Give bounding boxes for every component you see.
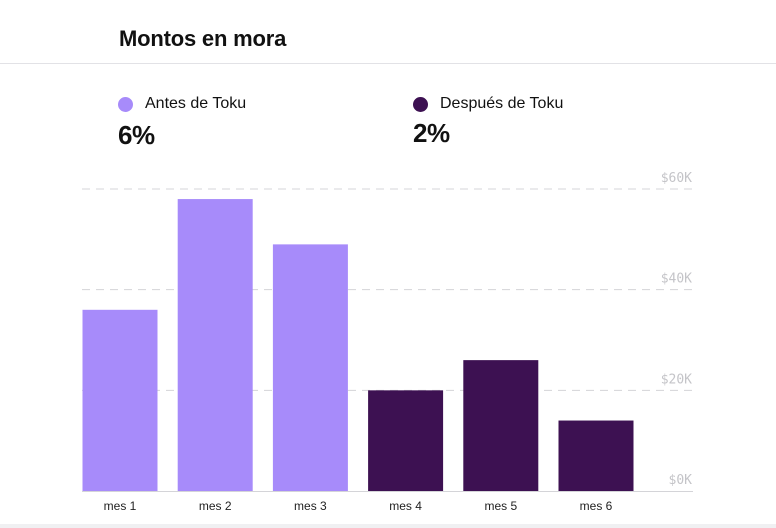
legend-item-after: Después de Toku 2%	[413, 95, 563, 149]
y-tick-label: $20K	[661, 372, 692, 387]
legend-dot-after	[413, 96, 428, 112]
legend-label-after: Después de Toku	[440, 95, 564, 112]
y-tick-label: $0K	[669, 473, 693, 488]
bar	[463, 360, 539, 491]
bar	[558, 420, 634, 491]
legend-value-before: 6%	[118, 120, 155, 150]
legend-item-before: Antes de Toku 6%	[118, 95, 246, 151]
bar	[177, 199, 253, 492]
x-tick-label: mes 6	[580, 499, 613, 513]
x-tick-label: mes 5	[484, 499, 517, 513]
x-tick-label: mes 3	[294, 499, 327, 513]
x-tick-label: mes 2	[199, 499, 232, 513]
legend-value-after: 2%	[413, 118, 450, 148]
x-tick-label: mes 1	[104, 499, 137, 513]
chart-title: Montos en mora	[119, 26, 287, 51]
bar	[272, 244, 348, 491]
x-tick-label: mes 4	[389, 499, 422, 513]
bar	[368, 390, 444, 491]
chart-header: Montos en mora	[0, 0, 776, 64]
bar	[82, 309, 158, 491]
legend-dot-before	[118, 96, 133, 112]
footer-divider	[0, 524, 776, 528]
y-tick-label: $60K	[661, 171, 692, 186]
legend-label-before: Antes de Toku	[145, 95, 247, 112]
y-tick-label: $40K	[661, 272, 692, 287]
